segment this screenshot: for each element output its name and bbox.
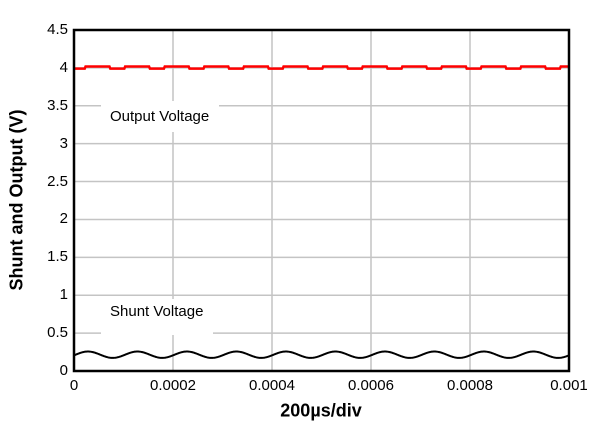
plot-frame bbox=[72, 28, 571, 373]
y-tick-label: 0.5 bbox=[47, 324, 68, 342]
y-tick-label: 3.5 bbox=[47, 96, 68, 114]
x-tick-label: 0.0006 bbox=[348, 377, 394, 394]
annotation-output-voltage: Output Voltage bbox=[101, 101, 220, 132]
y-tick-label: 0 bbox=[59, 362, 68, 379]
grid-lines bbox=[74, 30, 569, 371]
y-tick-label: 2 bbox=[59, 210, 68, 228]
output-voltage-trace bbox=[74, 65, 569, 70]
annotation-shunt-voltage: Shunt Voltage bbox=[101, 299, 214, 335]
x-tick-label: 0.0008 bbox=[447, 377, 493, 394]
x-tick-label: 0 bbox=[69, 377, 79, 394]
y-tick-label: 1.5 bbox=[47, 248, 68, 266]
x-axis-title: 200µs/div bbox=[280, 400, 362, 421]
y-tick-label: 1 bbox=[59, 286, 68, 304]
y-axis-title: Shunt and Output (V) bbox=[6, 109, 27, 291]
y-tick-label: 4 bbox=[59, 58, 68, 76]
y-tick-label: 4.5 bbox=[47, 21, 68, 38]
x-tick-label: 0.0002 bbox=[150, 377, 196, 394]
x-tick-label: 0.001 bbox=[550, 377, 588, 394]
y-tick-label: 2.5 bbox=[47, 172, 68, 190]
y-tick-label: 3 bbox=[59, 134, 68, 152]
x-tick-label: 0.0004 bbox=[249, 377, 295, 394]
shunt-voltage-trace bbox=[73, 350, 570, 359]
